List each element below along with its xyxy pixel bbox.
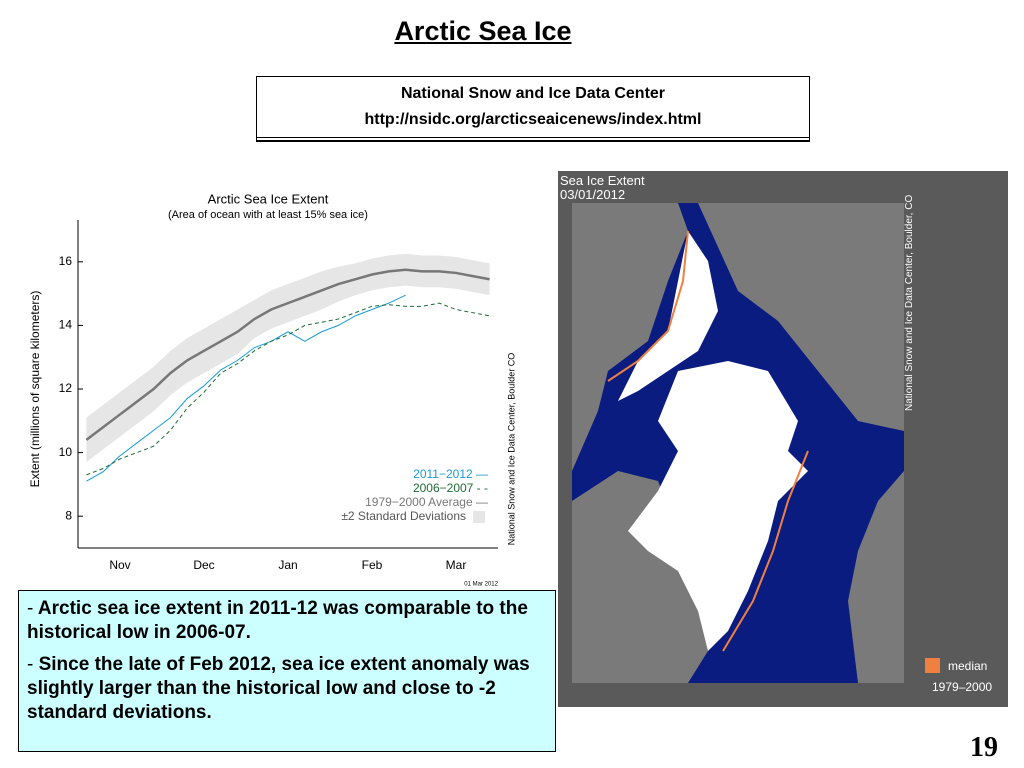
x-tick-label: Nov	[109, 558, 130, 572]
series-line	[86, 294, 406, 482]
legend-swatch	[473, 511, 485, 523]
y-axis-label: Extent (millions of square kilometers)	[28, 291, 42, 488]
map-date: 03/01/2012	[560, 187, 625, 202]
series-line	[86, 302, 490, 476]
series-line	[85, 268, 490, 441]
map-credit: National Snow and Ice Data Center, Bould…	[904, 195, 915, 411]
median-edge	[607, 230, 809, 652]
x-tick-label: Feb	[362, 558, 383, 572]
legend-entry: ±2 Standard Deviations	[341, 509, 466, 523]
sea-ice-map: Sea Ice Extent 03/01/2012 National Snow …	[558, 171, 1008, 707]
y-tick-label: 14	[59, 318, 73, 332]
chart: Arctic Sea Ice Extent (Area of ocean with…	[28, 191, 516, 588]
date-stamp: 01 Mar 2012	[464, 582, 498, 588]
bullet-marker: -	[27, 654, 34, 675]
source-name: National Snow and Ice Data Center	[400, 85, 666, 102]
x-tick-label: Jan	[278, 558, 297, 572]
bullet-text: Arctic sea ice extent in 2011-12 was com…	[27, 598, 528, 643]
median-swatch	[925, 658, 940, 673]
legend-entry: 2011−2012 —	[413, 467, 488, 481]
sea-ice	[618, 231, 808, 651]
chart-subtitle: (Area of ocean with at least 15% sea ice…	[168, 209, 368, 221]
y-tick-label: 8	[65, 508, 72, 522]
y-tick-label: 10	[59, 445, 73, 459]
map-title: Sea Ice Extent	[560, 173, 645, 188]
bullet: - Arctic sea ice extent in 2011-12 was c…	[27, 597, 547, 645]
bullet-text: Since the late of Feb 2012, sea ice exte…	[27, 654, 530, 723]
y-tick-label: 16	[59, 254, 73, 268]
slide-title: Arctic Sea Ice	[394, 16, 572, 46]
page-number: 19	[970, 732, 998, 763]
legend-entry: 2006−2007 - -	[413, 481, 488, 495]
source-url: http://nsidc.org/arcticseaicenews/index.…	[364, 111, 702, 128]
land	[572, 203, 688, 471]
bullet-marker: -	[27, 598, 34, 619]
bullet: - Since the late of Feb 2012, sea ice ex…	[27, 653, 547, 725]
std-band	[86, 253, 490, 463]
text-box: - Arctic sea ice extent in 2011-12 was c…	[18, 590, 556, 752]
x-tick-label: Mar	[446, 558, 467, 572]
source-box: National Snow and Ice Data Center http:/…	[256, 76, 810, 138]
map-legend: median	[948, 659, 987, 673]
x-tick-label: Dec	[193, 558, 214, 572]
chart-title: Arctic Sea Ice Extent	[208, 191, 329, 206]
legend-entry: 1979−2000 Average —	[365, 495, 488, 509]
land	[848, 471, 904, 683]
land	[698, 203, 904, 431]
map-legend-period: 1979–2000	[932, 680, 992, 694]
y-tick-label: 12	[59, 381, 73, 395]
chart-credit: National Snow and Ice Data Center, Bould…	[506, 353, 516, 546]
